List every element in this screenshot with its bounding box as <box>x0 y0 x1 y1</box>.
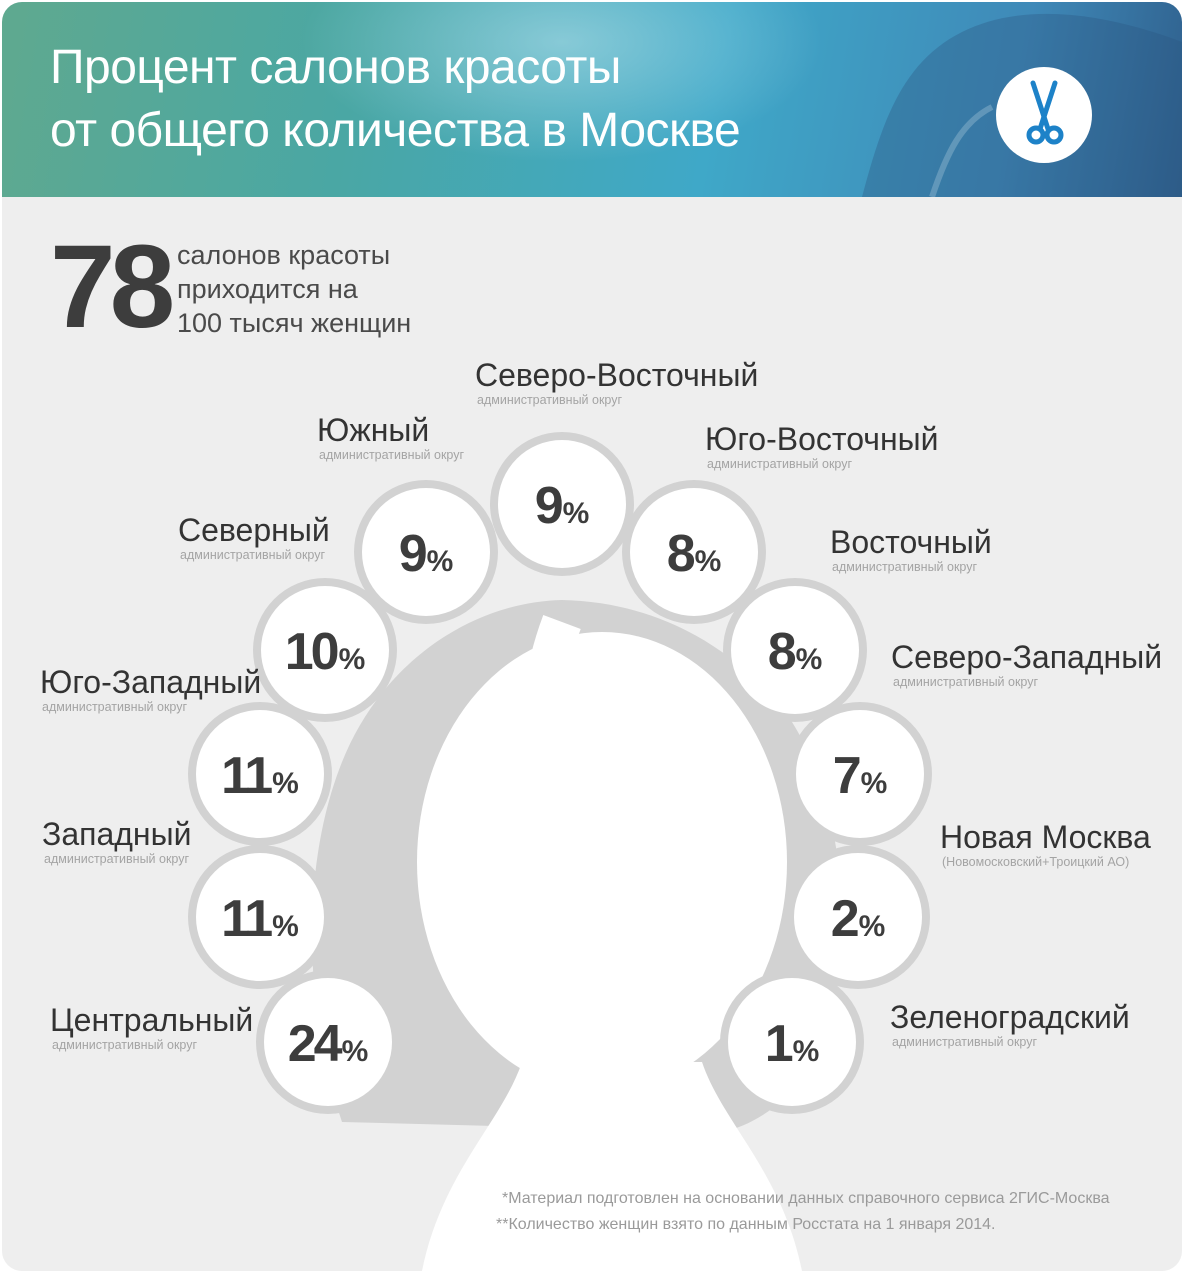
footnote-population: **Количество женщин взято по данным Росс… <box>496 1216 996 1233</box>
district-bubble: 11% <box>188 845 332 989</box>
pct-data-label: 7% <box>833 747 888 805</box>
district-bubble: 8% <box>723 578 867 722</box>
district-label: Северо-Западный административный округ <box>891 639 1162 689</box>
pct-data-label: 24% <box>288 1015 369 1073</box>
district-label: Центральный административный округ <box>50 1002 253 1052</box>
bubble-circle <box>196 710 324 838</box>
district-bubble: 1% <box>720 970 864 1114</box>
district-subtitle: административный округ <box>477 393 623 407</box>
district-subtitle: административный округ <box>892 1035 1038 1049</box>
district-subtitle: административный округ <box>44 852 190 866</box>
bubble-circle <box>731 586 859 714</box>
scissors-icon <box>1026 80 1064 145</box>
district-subtitle: административный округ <box>893 675 1039 689</box>
district-bubble: 24% <box>256 970 400 1114</box>
district-label: Северный административный округ <box>178 512 330 562</box>
stat-caption-line-1: салонов красоты <box>177 240 391 270</box>
pct-data-label: 11% <box>221 747 299 805</box>
woman-silhouette <box>312 600 842 1271</box>
pct-data-label: 8% <box>768 623 823 681</box>
district-label: Западный административный округ <box>42 816 191 866</box>
page-title: Процент салонов красоты от общего количе… <box>50 36 741 162</box>
district-name: Северо-Восточный <box>475 357 759 393</box>
district-bubble: 9% <box>354 480 498 624</box>
pct-data-label: 9% <box>399 525 454 583</box>
district-name: Южный <box>317 412 430 448</box>
district-subtitle: административный округ <box>52 1038 198 1052</box>
district-name: Северо-Западный <box>891 639 1163 675</box>
district-bubble: 8% <box>622 480 766 624</box>
bubble-circle <box>796 710 924 838</box>
pct-data-label: 11% <box>221 890 299 948</box>
district-name: Северный <box>178 512 330 548</box>
bubble-circle <box>498 440 626 568</box>
big-stat-value: 78 <box>50 221 175 353</box>
district-label: Восточный административный округ <box>830 524 992 574</box>
district-name: Зеленоградский <box>890 999 1130 1035</box>
district-subtitle: административный округ <box>319 448 465 462</box>
district-bubble: 11% <box>188 702 332 846</box>
pct-data-label: 1% <box>765 1015 820 1073</box>
logo-badge <box>996 67 1092 163</box>
district-subtitle: административный округ <box>180 548 326 562</box>
bubble-circle <box>261 586 389 714</box>
district-label: Южный административный округ <box>317 412 464 462</box>
district-name: Восточный <box>830 524 992 560</box>
pct-data-label: 2% <box>831 890 886 948</box>
district-name: Центральный <box>50 1002 254 1038</box>
district-bubble: 2% <box>786 845 930 989</box>
district-subtitle: административный округ <box>42 700 188 714</box>
big-stat-caption: салонов красоты приходится на 100 тысяч … <box>177 238 477 340</box>
district-bubble: 9% <box>490 432 634 576</box>
district-name: Юго-Западный <box>40 664 262 700</box>
district-label: Северо-Восточный административный округ <box>475 357 758 407</box>
district-bubbles: 24% 11% 11% 10% 9% 9% 8% 8% 7% 2% 1% <box>188 432 932 1114</box>
header-decoration <box>302 2 1182 197</box>
district-label: Юго-Западный административный округ <box>40 664 261 714</box>
district-label: Новая Москва (Новомосковский+Троицкий АО) <box>940 819 1151 869</box>
district-name: Новая Москва <box>940 819 1151 855</box>
district-bubble: 7% <box>788 702 932 846</box>
bubble-circle <box>794 853 922 981</box>
title-line-2: от общего количества в Москве <box>50 104 741 157</box>
pct-data-label: 10% <box>285 623 366 681</box>
district-name: Западный <box>42 816 192 852</box>
stat-caption-line-2: приходится на <box>177 274 358 304</box>
district-subtitle: административный округ <box>832 560 978 574</box>
district-bubble: 10% <box>253 578 397 722</box>
bubble-circle <box>630 488 758 616</box>
district-name: Юго-Восточный <box>705 421 939 457</box>
district-subtitle: административный округ <box>707 457 853 471</box>
title-line-1: Процент салонов красоты <box>50 41 621 94</box>
bubble-circle <box>264 978 392 1106</box>
bubble-circle <box>362 488 490 616</box>
header-banner: Процент салонов красоты от общего количе… <box>2 2 1182 197</box>
bubble-circle <box>728 978 856 1106</box>
stat-caption-line-3: 100 тысяч женщин <box>177 308 412 338</box>
footnote-source: *Материал подготовлен на основании данны… <box>502 1190 1110 1207</box>
bubble-circle <box>196 853 324 981</box>
pct-data-label: 8% <box>667 525 722 583</box>
pct-data-label: 9% <box>535 477 590 535</box>
district-subtitle: (Новомосковский+Троицкий АО) <box>942 855 1130 869</box>
district-label: Юго-Восточный административный округ <box>705 421 939 471</box>
district-label: Зеленоградский административный округ <box>890 999 1130 1049</box>
